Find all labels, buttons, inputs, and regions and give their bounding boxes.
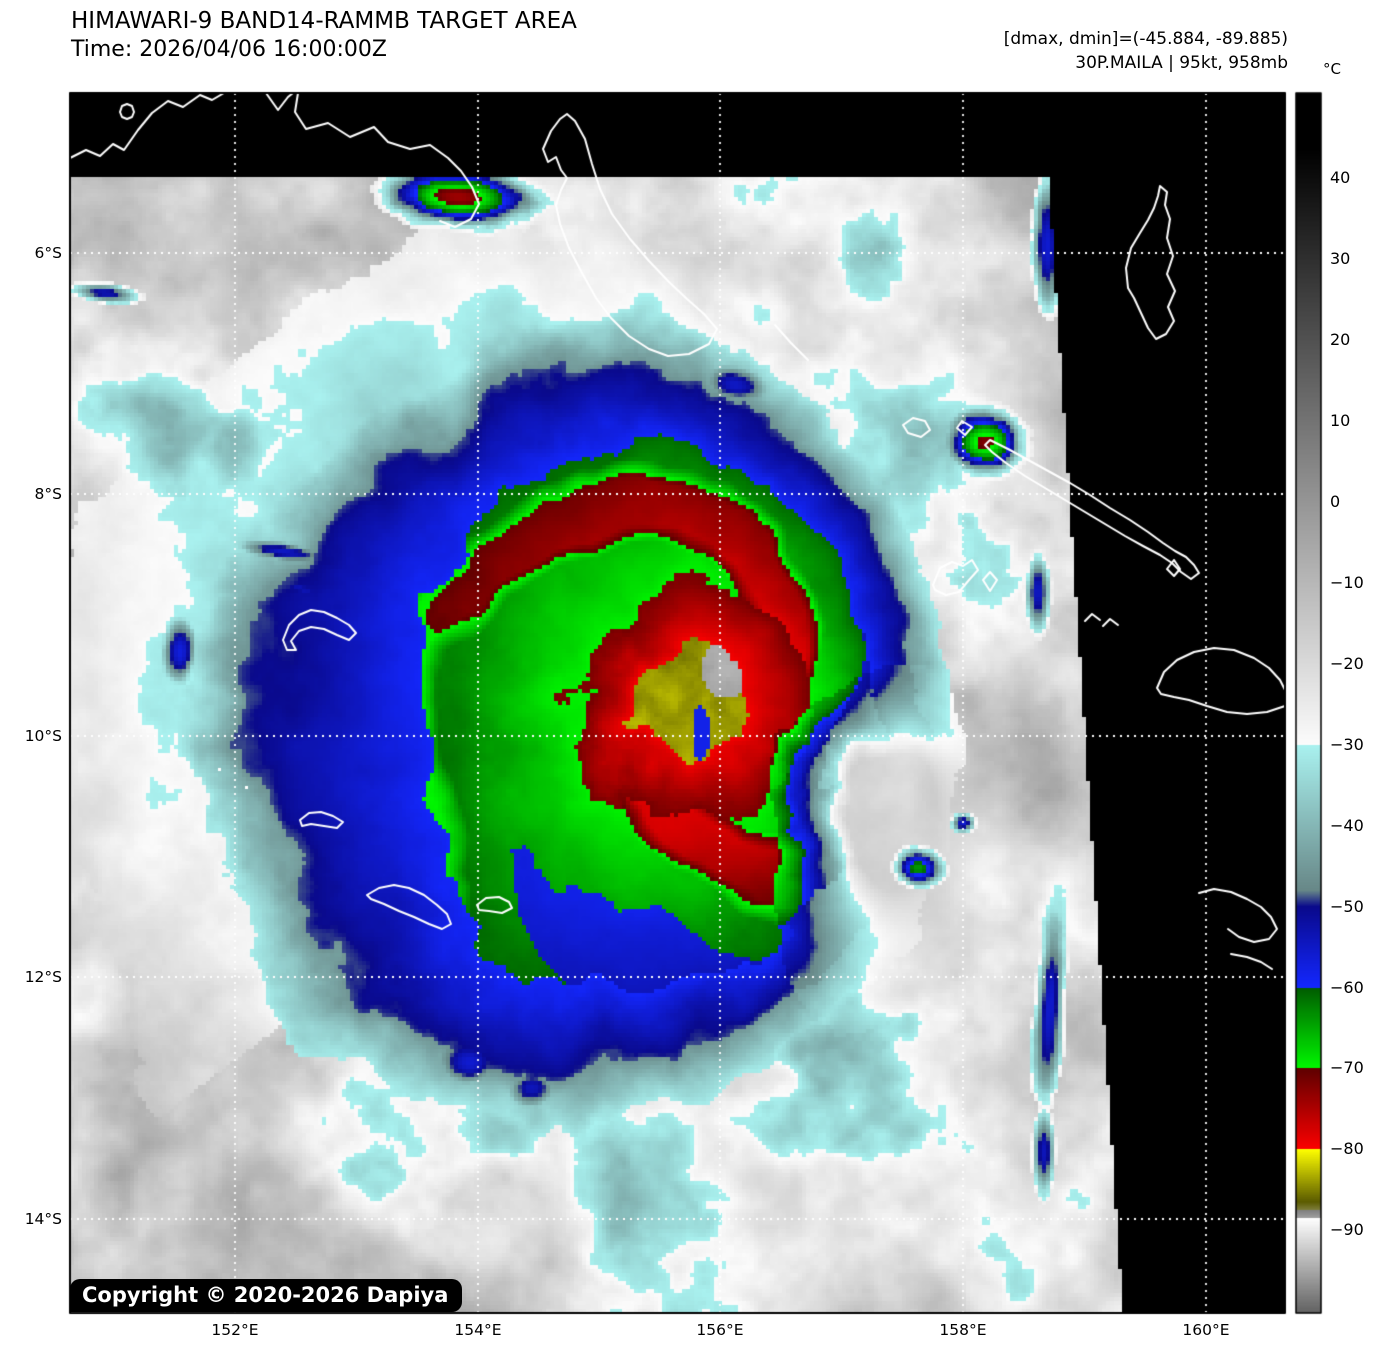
colorbar-unit-label: °C (1323, 60, 1341, 78)
lat-label-6s: 6°S (34, 244, 62, 262)
cbar-tick-m10: −10 (1330, 573, 1364, 592)
cbar-tick-40: 40 (1330, 168, 1351, 187)
storm-info: 30P.MAILA | 95kt, 958mb (1075, 53, 1288, 73)
cbar-tick-m40: −40 (1330, 816, 1364, 835)
cbar-tick-m50: −50 (1330, 897, 1364, 916)
lon-label-160e: 160°E (1182, 1321, 1230, 1339)
cbar-tick-m60: −60 (1330, 978, 1364, 997)
lon-label-152e: 152°E (211, 1321, 259, 1339)
lon-label-156e: 156°E (696, 1321, 744, 1339)
cbar-tick-0: 0 (1330, 492, 1341, 511)
lat-label-10s: 10°S (24, 727, 62, 745)
copyright-badge: Copyright © 2020-2026 Dapiya (70, 1279, 463, 1312)
page-title: HIMAWARI-9 BAND14-RAMMB TARGET AREA (71, 8, 577, 34)
cbar-tick-10: 10 (1330, 411, 1351, 430)
lat-label-8s: 8°S (34, 485, 62, 503)
cbar-tick-20: 20 (1330, 330, 1351, 349)
lat-label-14s: 14°S (24, 1210, 62, 1228)
timestamp: Time: 2026/04/06 16:00:00Z (71, 37, 387, 62)
lat-label-12s: 12°S (24, 968, 62, 986)
cbar-tick-m30: −30 (1330, 735, 1364, 754)
lon-label-158e: 158°E (939, 1321, 987, 1339)
cbar-tick-30: 30 (1330, 249, 1351, 268)
lon-label-154e: 154°E (454, 1321, 502, 1339)
dmax-dmin-readout: [dmax, dmin]=(-45.884, -89.885) (1003, 29, 1288, 49)
cbar-tick-m20: −20 (1330, 654, 1364, 673)
cbar-tick-m70: −70 (1330, 1058, 1364, 1077)
cbar-tick-m80: −80 (1330, 1139, 1364, 1158)
cbar-tick-m90: −90 (1330, 1220, 1364, 1239)
